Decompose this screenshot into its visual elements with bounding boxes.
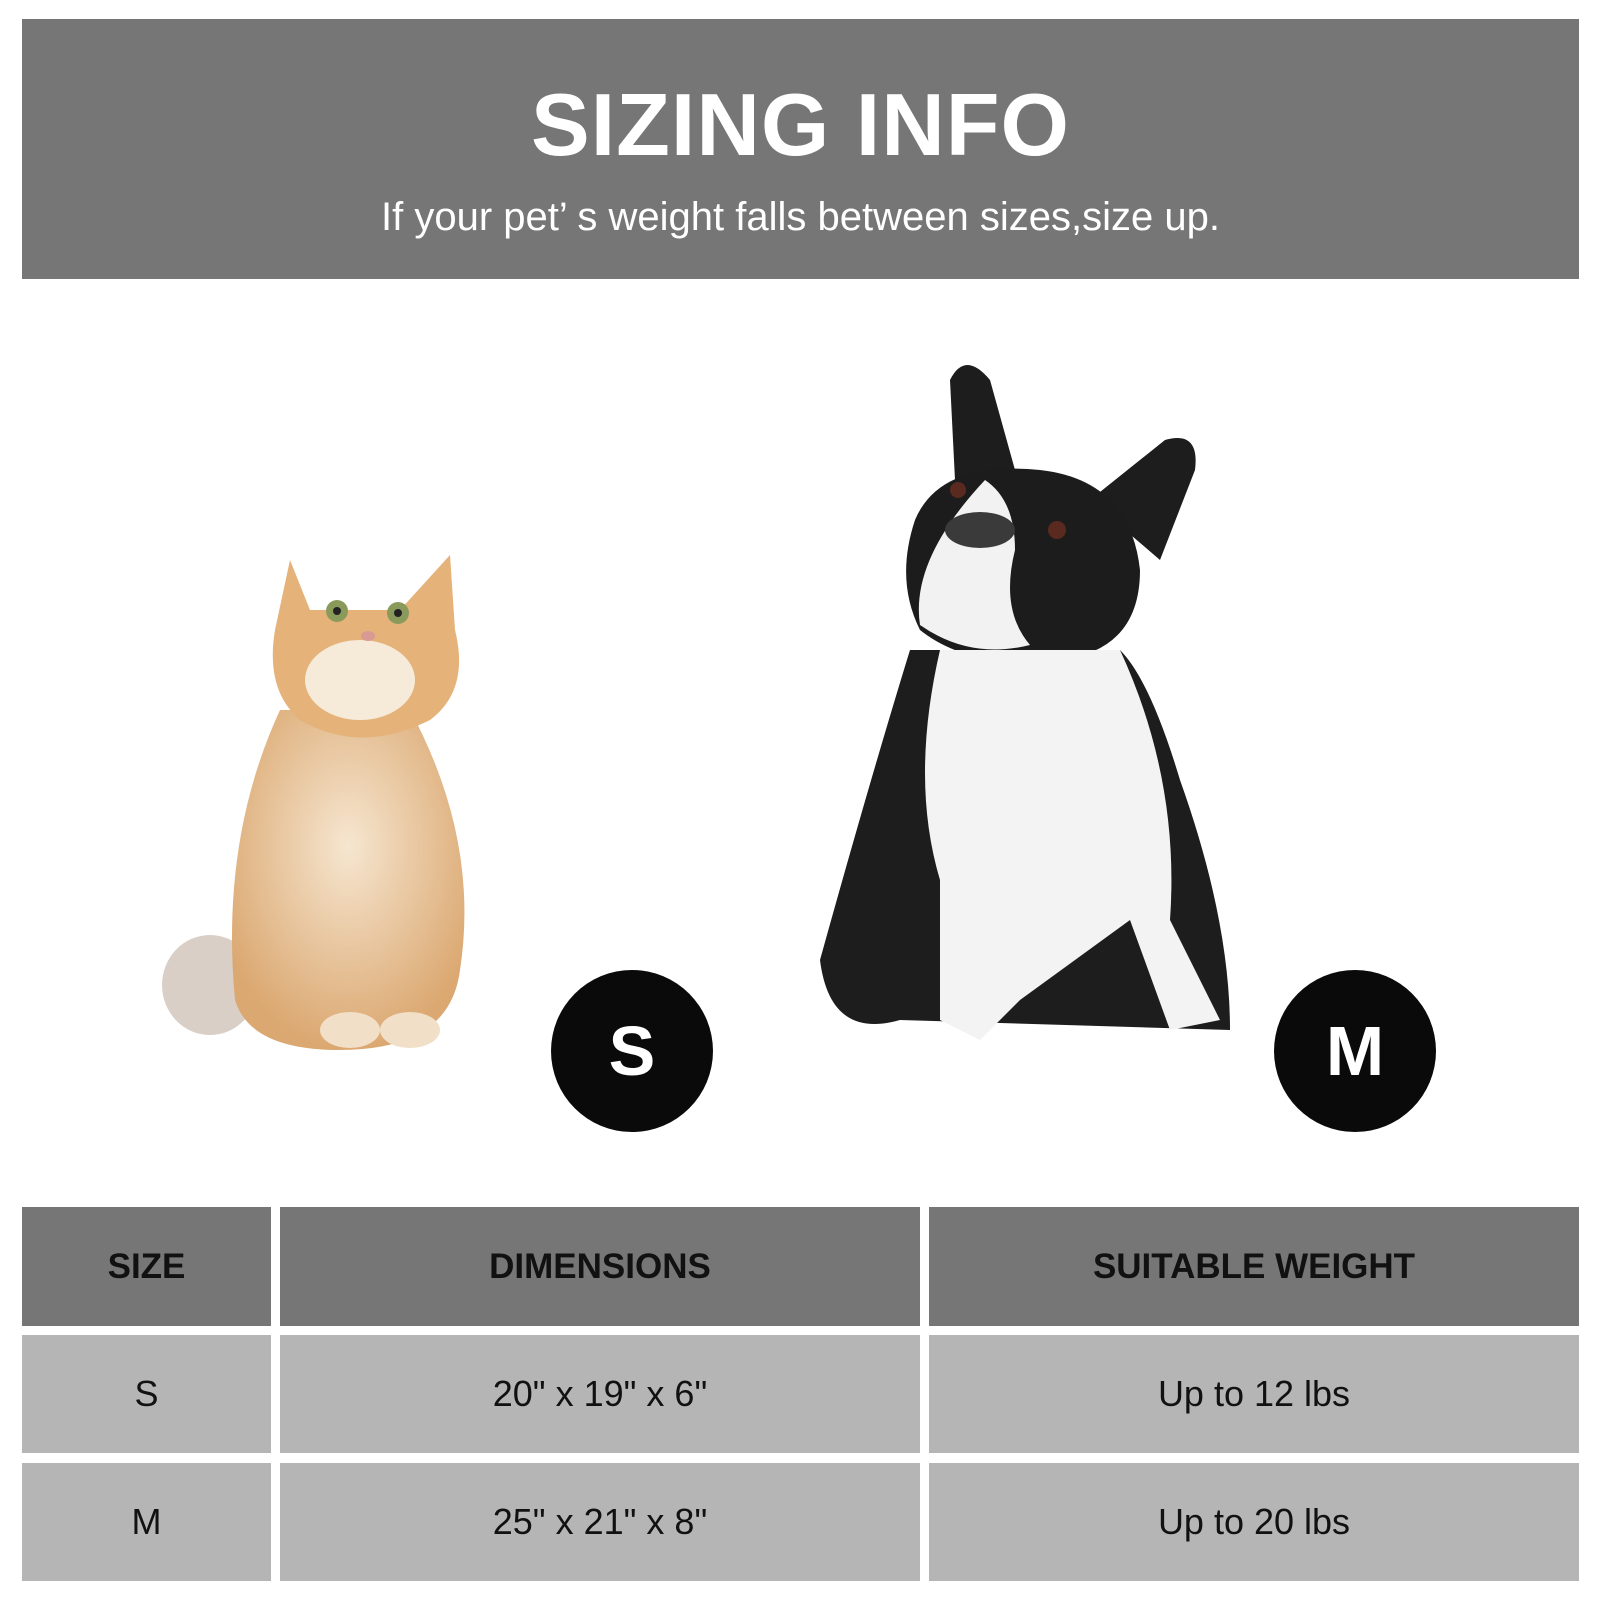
table-cell-dimensions: 20" x 19" x 6" [280,1335,920,1453]
column-header-dimensions: DIMENSIONS [280,1207,920,1326]
page-title: SIZING INFO [531,75,1070,174]
table-cell-size: S [22,1335,271,1453]
size-badge-m: M [1274,970,1436,1132]
column-header-suitable-weight: SUITABLE WEIGHT [929,1207,1579,1326]
table-cell-weight: Up to 12 lbs [929,1335,1579,1453]
dog-image [820,365,1230,1040]
size-badge-s: S [551,970,713,1132]
table-cell-size: M [22,1463,271,1581]
cat-image [162,555,465,1050]
table-cell-dimensions: 25" x 21" x 8" [280,1463,920,1581]
table-cell-weight: Up to 20 lbs [929,1463,1579,1581]
page-subtitle: If your pet’ s weight falls between size… [381,195,1220,239]
column-header-size: SIZE [22,1207,271,1326]
header-banner: SIZING INFO If your pet’ s weight falls … [22,19,1579,279]
